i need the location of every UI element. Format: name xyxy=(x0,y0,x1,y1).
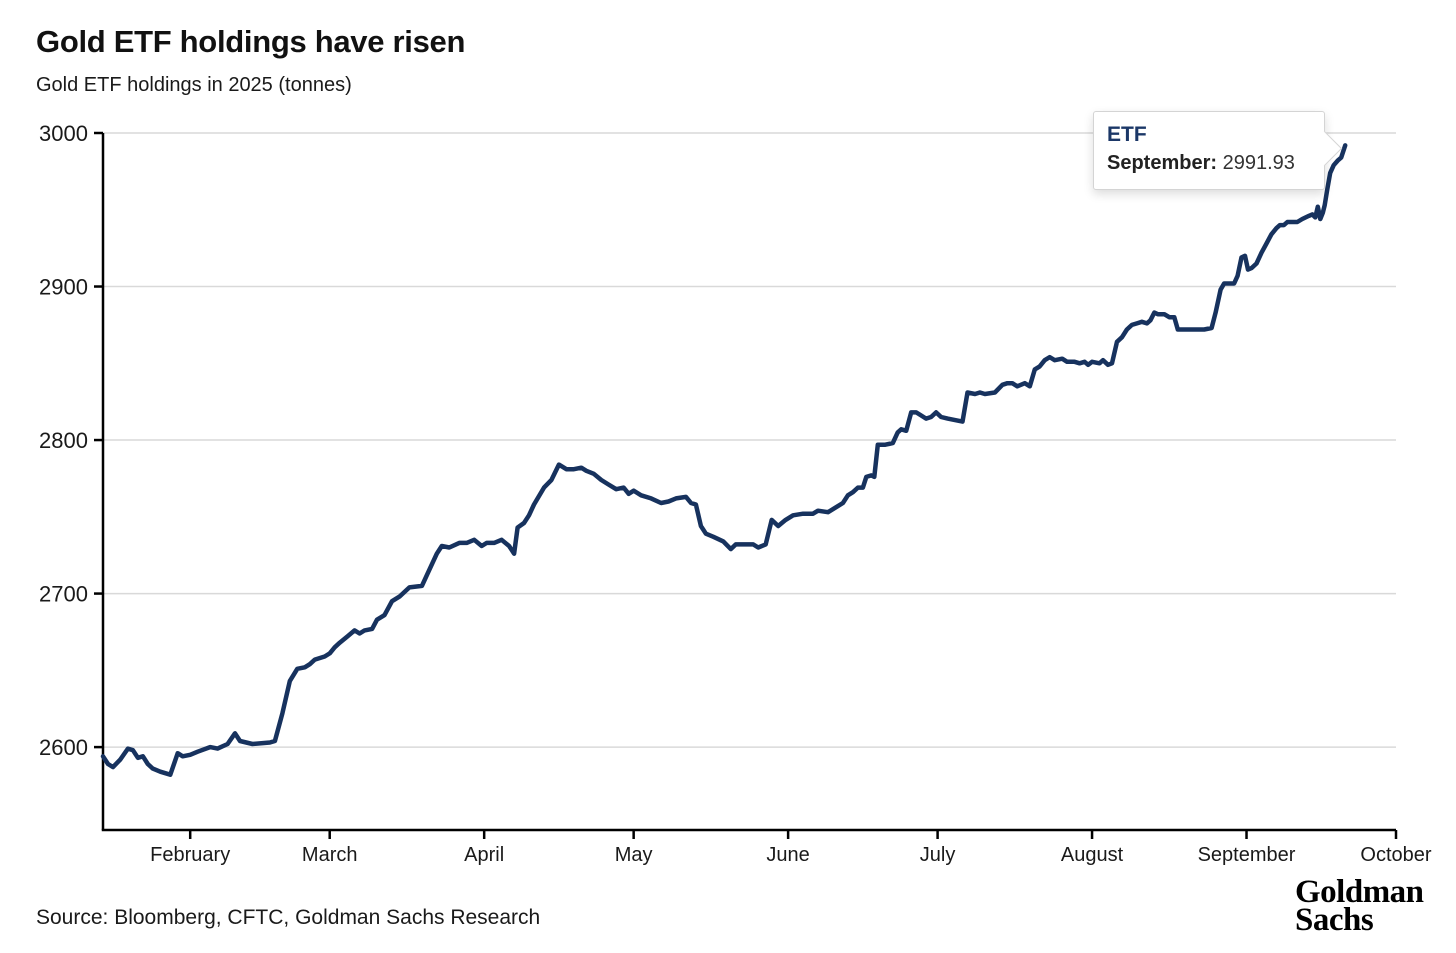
tooltip-value: 2991.93 xyxy=(1222,152,1295,174)
tooltip-month-label: September: xyxy=(1107,152,1218,174)
y-tick-label: 2900 xyxy=(39,275,88,300)
tooltip-series-label: ETF xyxy=(1107,123,1147,146)
x-tick-label: September xyxy=(1198,844,1296,866)
x-tick-label: February xyxy=(150,844,230,866)
goldman-sachs-logo: Goldman Sachs xyxy=(1295,874,1424,938)
chart-subtitle: Gold ETF holdings in 2025 (tonnes) xyxy=(36,74,352,96)
x-tick-label: July xyxy=(920,844,956,866)
y-tick-label: 2700 xyxy=(39,582,88,607)
chart-title: Gold ETF holdings have risen xyxy=(36,24,466,59)
logo-line-1: Goldman xyxy=(1295,874,1424,910)
y-tick-label: 2800 xyxy=(39,428,88,453)
y-tick-label: 3000 xyxy=(39,121,88,146)
x-tick-label: May xyxy=(615,844,653,866)
y-tick-label: 2600 xyxy=(39,735,88,760)
etf-line[interactable] xyxy=(100,143,1348,777)
x-tick-label: August xyxy=(1061,844,1124,866)
chart-tooltip: ETF September: 2991.93 xyxy=(1093,111,1343,190)
tooltip-value-line: September: 2991.93 xyxy=(1107,149,1310,177)
x-tick-label: March xyxy=(302,844,358,866)
source-text: Source: Bloomberg, CFTC, Goldman Sachs R… xyxy=(36,906,541,929)
logo-line-2: Sachs xyxy=(1295,902,1374,938)
x-tick-label: April xyxy=(464,844,504,866)
x-tick-label: June xyxy=(766,844,809,866)
x-tick-label: October xyxy=(1360,844,1431,866)
